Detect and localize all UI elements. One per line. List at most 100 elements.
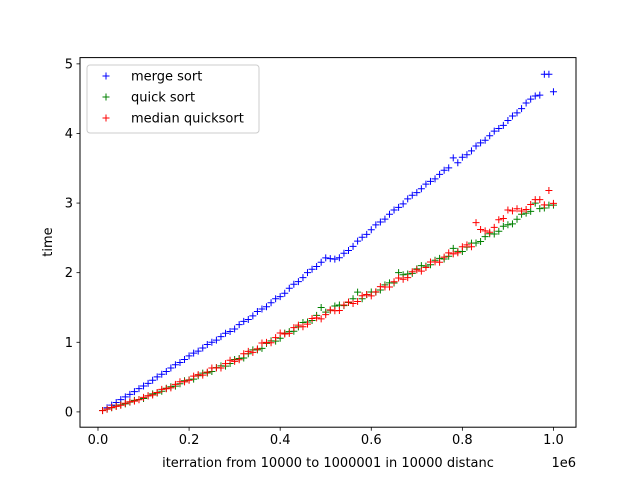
y-tick-label: 4 bbox=[65, 127, 73, 142]
data-point bbox=[527, 200, 535, 208]
data-point bbox=[171, 380, 179, 388]
data-point bbox=[313, 314, 321, 322]
legend-item: merge sort bbox=[102, 70, 202, 85]
data-point bbox=[272, 334, 280, 342]
data-point bbox=[458, 153, 466, 161]
data-point bbox=[390, 206, 398, 214]
data-point bbox=[299, 274, 307, 282]
data-point bbox=[140, 382, 148, 390]
legend-label: quick sort bbox=[131, 91, 195, 106]
data-point bbox=[522, 99, 530, 107]
data-point bbox=[226, 327, 234, 335]
data-point bbox=[103, 405, 111, 413]
data-point bbox=[117, 401, 125, 409]
data-point bbox=[285, 329, 293, 337]
data-point bbox=[249, 348, 257, 356]
y-axis: 0 1 2 3 4 5 bbox=[65, 57, 80, 420]
chart-marks bbox=[99, 70, 557, 415]
data-point bbox=[308, 265, 316, 273]
data-point bbox=[504, 117, 512, 125]
data-point bbox=[285, 284, 293, 292]
data-point bbox=[181, 356, 189, 364]
data-point bbox=[458, 243, 466, 251]
data-point bbox=[354, 237, 362, 245]
data-point bbox=[190, 349, 198, 357]
data-point bbox=[253, 345, 261, 353]
data-point bbox=[486, 228, 494, 236]
data-point bbox=[222, 329, 230, 337]
data-point bbox=[495, 125, 503, 133]
data-point bbox=[408, 268, 416, 276]
x-axis: 0.0 0.2 0.4 0.6 0.8 1.0 bbox=[88, 427, 564, 448]
data-point bbox=[222, 360, 230, 368]
x-tick-label: 0.6 bbox=[361, 433, 382, 448]
data-point bbox=[504, 206, 512, 214]
data-point bbox=[481, 136, 489, 144]
data-point bbox=[477, 238, 485, 246]
data-point bbox=[208, 338, 216, 346]
legend-frame bbox=[86, 64, 260, 134]
data-point bbox=[513, 109, 521, 117]
data-point bbox=[454, 159, 462, 167]
data-point bbox=[276, 293, 284, 301]
data-point bbox=[176, 358, 184, 366]
data-point bbox=[203, 340, 211, 348]
x-tick-label: 1.0 bbox=[543, 433, 564, 448]
data-point bbox=[313, 263, 321, 271]
data-point bbox=[112, 402, 120, 410]
data-point bbox=[231, 357, 239, 365]
data-point bbox=[244, 315, 252, 323]
data-point bbox=[263, 303, 271, 311]
legend-label: median quicksort bbox=[131, 112, 244, 127]
data-point bbox=[153, 388, 161, 396]
data-point bbox=[144, 392, 152, 400]
data-point bbox=[499, 214, 507, 222]
data-point bbox=[518, 105, 526, 113]
data-point bbox=[463, 151, 471, 159]
data-point bbox=[153, 373, 161, 381]
data-point bbox=[545, 187, 553, 195]
data-point bbox=[508, 112, 516, 120]
data-point bbox=[422, 264, 430, 272]
data-point bbox=[340, 249, 348, 257]
data-point bbox=[472, 239, 480, 247]
data-point bbox=[395, 203, 403, 211]
data-point bbox=[385, 283, 393, 291]
data-point bbox=[536, 91, 544, 99]
data-point bbox=[135, 385, 143, 393]
data-point bbox=[372, 288, 380, 296]
y-tick-label: 5 bbox=[65, 57, 73, 72]
data-point bbox=[317, 315, 325, 323]
data-point bbox=[349, 300, 357, 308]
data-point bbox=[294, 321, 302, 329]
legend-marker bbox=[102, 93, 110, 101]
data-point bbox=[354, 288, 362, 296]
legend-marker bbox=[102, 72, 110, 80]
data-point bbox=[253, 308, 261, 316]
series-merge-sort bbox=[99, 70, 557, 414]
data-point bbox=[413, 266, 421, 274]
data-point bbox=[477, 139, 485, 147]
data-point bbox=[518, 207, 526, 215]
data-point bbox=[395, 274, 403, 282]
x-tick-label: 0.4 bbox=[270, 433, 291, 448]
data-point bbox=[326, 306, 334, 314]
data-point bbox=[322, 254, 330, 262]
data-point bbox=[504, 221, 512, 229]
y-tick-label: 2 bbox=[65, 266, 73, 281]
data-point bbox=[235, 356, 243, 364]
data-point bbox=[540, 201, 548, 209]
data-point bbox=[149, 376, 157, 384]
y-tick-label: 0 bbox=[65, 405, 73, 420]
data-point bbox=[167, 364, 175, 372]
data-point bbox=[135, 396, 143, 404]
data-point bbox=[499, 222, 507, 230]
data-point bbox=[340, 301, 348, 309]
data-point bbox=[194, 347, 202, 355]
data-point bbox=[190, 372, 198, 380]
data-point bbox=[108, 403, 116, 411]
data-point bbox=[181, 378, 189, 386]
data-point bbox=[381, 215, 389, 223]
data-point bbox=[490, 230, 498, 238]
